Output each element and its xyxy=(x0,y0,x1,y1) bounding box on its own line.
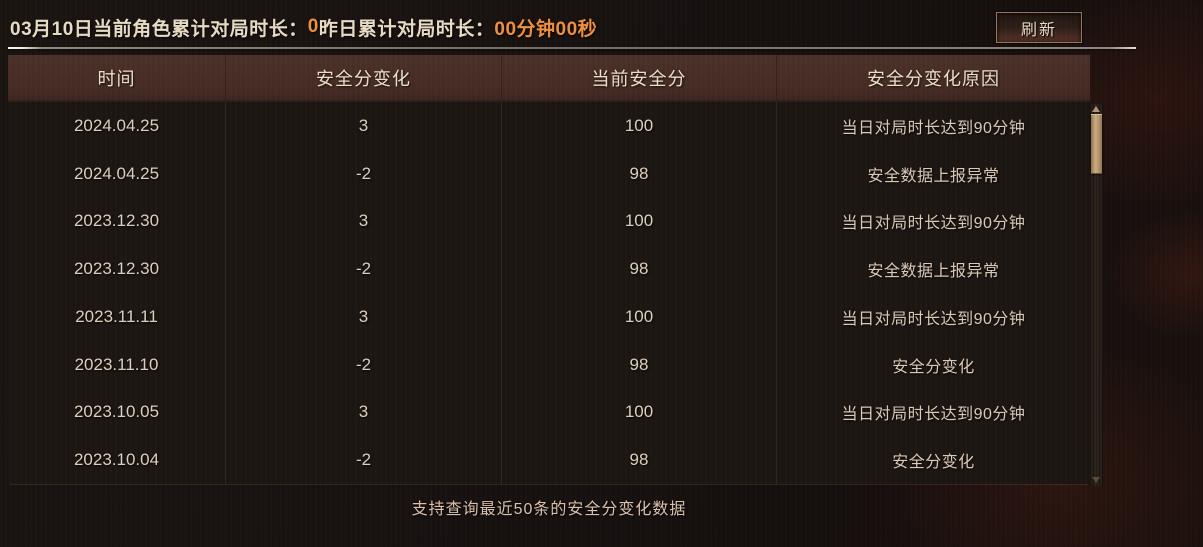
cell-score: 100 xyxy=(502,388,777,437)
cell-change: -2 xyxy=(226,245,502,293)
refresh-button-label: 刷新 xyxy=(1020,21,1057,39)
cell-date: 2023.10.05 xyxy=(8,388,226,437)
cell-change: 3 xyxy=(226,293,502,341)
table-row: 2024.04.25 -2 98 安全数据上报异常 xyxy=(8,149,1090,198)
cell-date: 2023.10.04 xyxy=(8,436,226,484)
today-playtime-label: 03月10日当前角色累计对局时长： xyxy=(10,18,308,40)
security-score-table: 时间 安全分变化 当前安全分 安全分变化原因 2024.04.25 3 100 … xyxy=(8,55,1090,484)
scroll-up-icon[interactable] xyxy=(1092,106,1100,112)
cell-score: 98 xyxy=(502,149,777,198)
table-body: 2024.04.25 3 100 当日对局时长达到90分钟 2024.04.25… xyxy=(8,102,1090,484)
table-row: 2023.11.11 3 100 当日对局时长达到90分钟 xyxy=(8,293,1090,341)
table-header-row: 时间 安全分变化 当前安全分 安全分变化原因 xyxy=(8,55,1090,102)
cell-reason: 安全数据上报异常 xyxy=(867,167,1000,185)
query-limit-note: 支持查询最近50条的安全分变化数据 xyxy=(411,501,687,518)
cell-score: 98 xyxy=(502,436,777,484)
cell-score: 100 xyxy=(502,293,777,341)
cell-date: 2023.11.11 xyxy=(8,293,226,341)
cell-reason: 当日对局时长达到90分钟 xyxy=(841,310,1026,328)
table-row: 2023.10.04 -2 98 安全分变化 xyxy=(8,436,1090,484)
playtime-status-bar: 03月10日当前角色累计对局时长： 0 昨日累计对局时长： 00分钟00秒 xyxy=(10,13,597,41)
cell-score: 100 xyxy=(502,102,777,150)
column-header-score-change: 安全分变化 xyxy=(226,55,502,100)
cell-date: 2023.12.30 xyxy=(8,245,226,293)
scroll-down-icon[interactable] xyxy=(1092,477,1100,483)
cell-reason: 当日对局时长达到90分钟 xyxy=(841,406,1026,424)
cell-change: 3 xyxy=(226,197,502,246)
table-row: 2023.12.30 3 100 当日对局时长达到90分钟 xyxy=(8,197,1090,246)
cell-score: 98 xyxy=(502,245,777,293)
cell-change: 3 xyxy=(226,102,502,150)
column-header-change-reason: 安全分变化原因 xyxy=(867,68,1000,89)
cell-change: -2 xyxy=(226,340,502,389)
column-header-time: 时间 xyxy=(8,55,226,100)
cell-reason: 当日对局时长达到90分钟 xyxy=(841,119,1026,137)
refresh-button[interactable]: 刷新 xyxy=(996,12,1082,43)
table-row: 2023.12.30 -2 98 安全数据上报异常 xyxy=(8,245,1090,293)
cell-date: 2024.04.25 xyxy=(8,149,226,198)
cell-reason: 安全分变化 xyxy=(892,454,975,472)
cell-change: -2 xyxy=(226,149,502,198)
table-row: 2023.11.10 -2 98 安全分变化 xyxy=(8,340,1090,389)
cell-date: 2024.04.25 xyxy=(8,102,226,150)
table-row: 2024.04.25 3 100 当日对局时长达到90分钟 xyxy=(8,102,1090,150)
cell-score: 98 xyxy=(502,340,777,389)
cell-change: 3 xyxy=(226,388,502,437)
yesterday-playtime-value: 00分钟00秒 xyxy=(494,18,598,40)
cell-date: 2023.11.10 xyxy=(8,340,226,389)
cell-reason: 当日对局时长达到90分钟 xyxy=(841,215,1026,233)
header-separator-line xyxy=(8,47,1136,49)
cell-reason: 安全数据上报异常 xyxy=(867,263,1000,281)
cell-change: -2 xyxy=(226,436,502,484)
cell-reason: 安全分变化 xyxy=(892,358,975,376)
cell-date: 2023.12.30 xyxy=(8,197,226,246)
cell-score: 100 xyxy=(502,197,777,246)
column-header-current-score: 当前安全分 xyxy=(502,55,777,100)
yesterday-playtime-label: 昨日累计对局时长： xyxy=(318,18,495,40)
today-playtime-value: 0 xyxy=(307,16,319,37)
scrollbar-thumb[interactable] xyxy=(1091,114,1102,174)
table-scrollbar[interactable] xyxy=(1090,104,1103,486)
table-row: 2023.10.05 3 100 当日对局时长达到90分钟 xyxy=(8,388,1090,437)
